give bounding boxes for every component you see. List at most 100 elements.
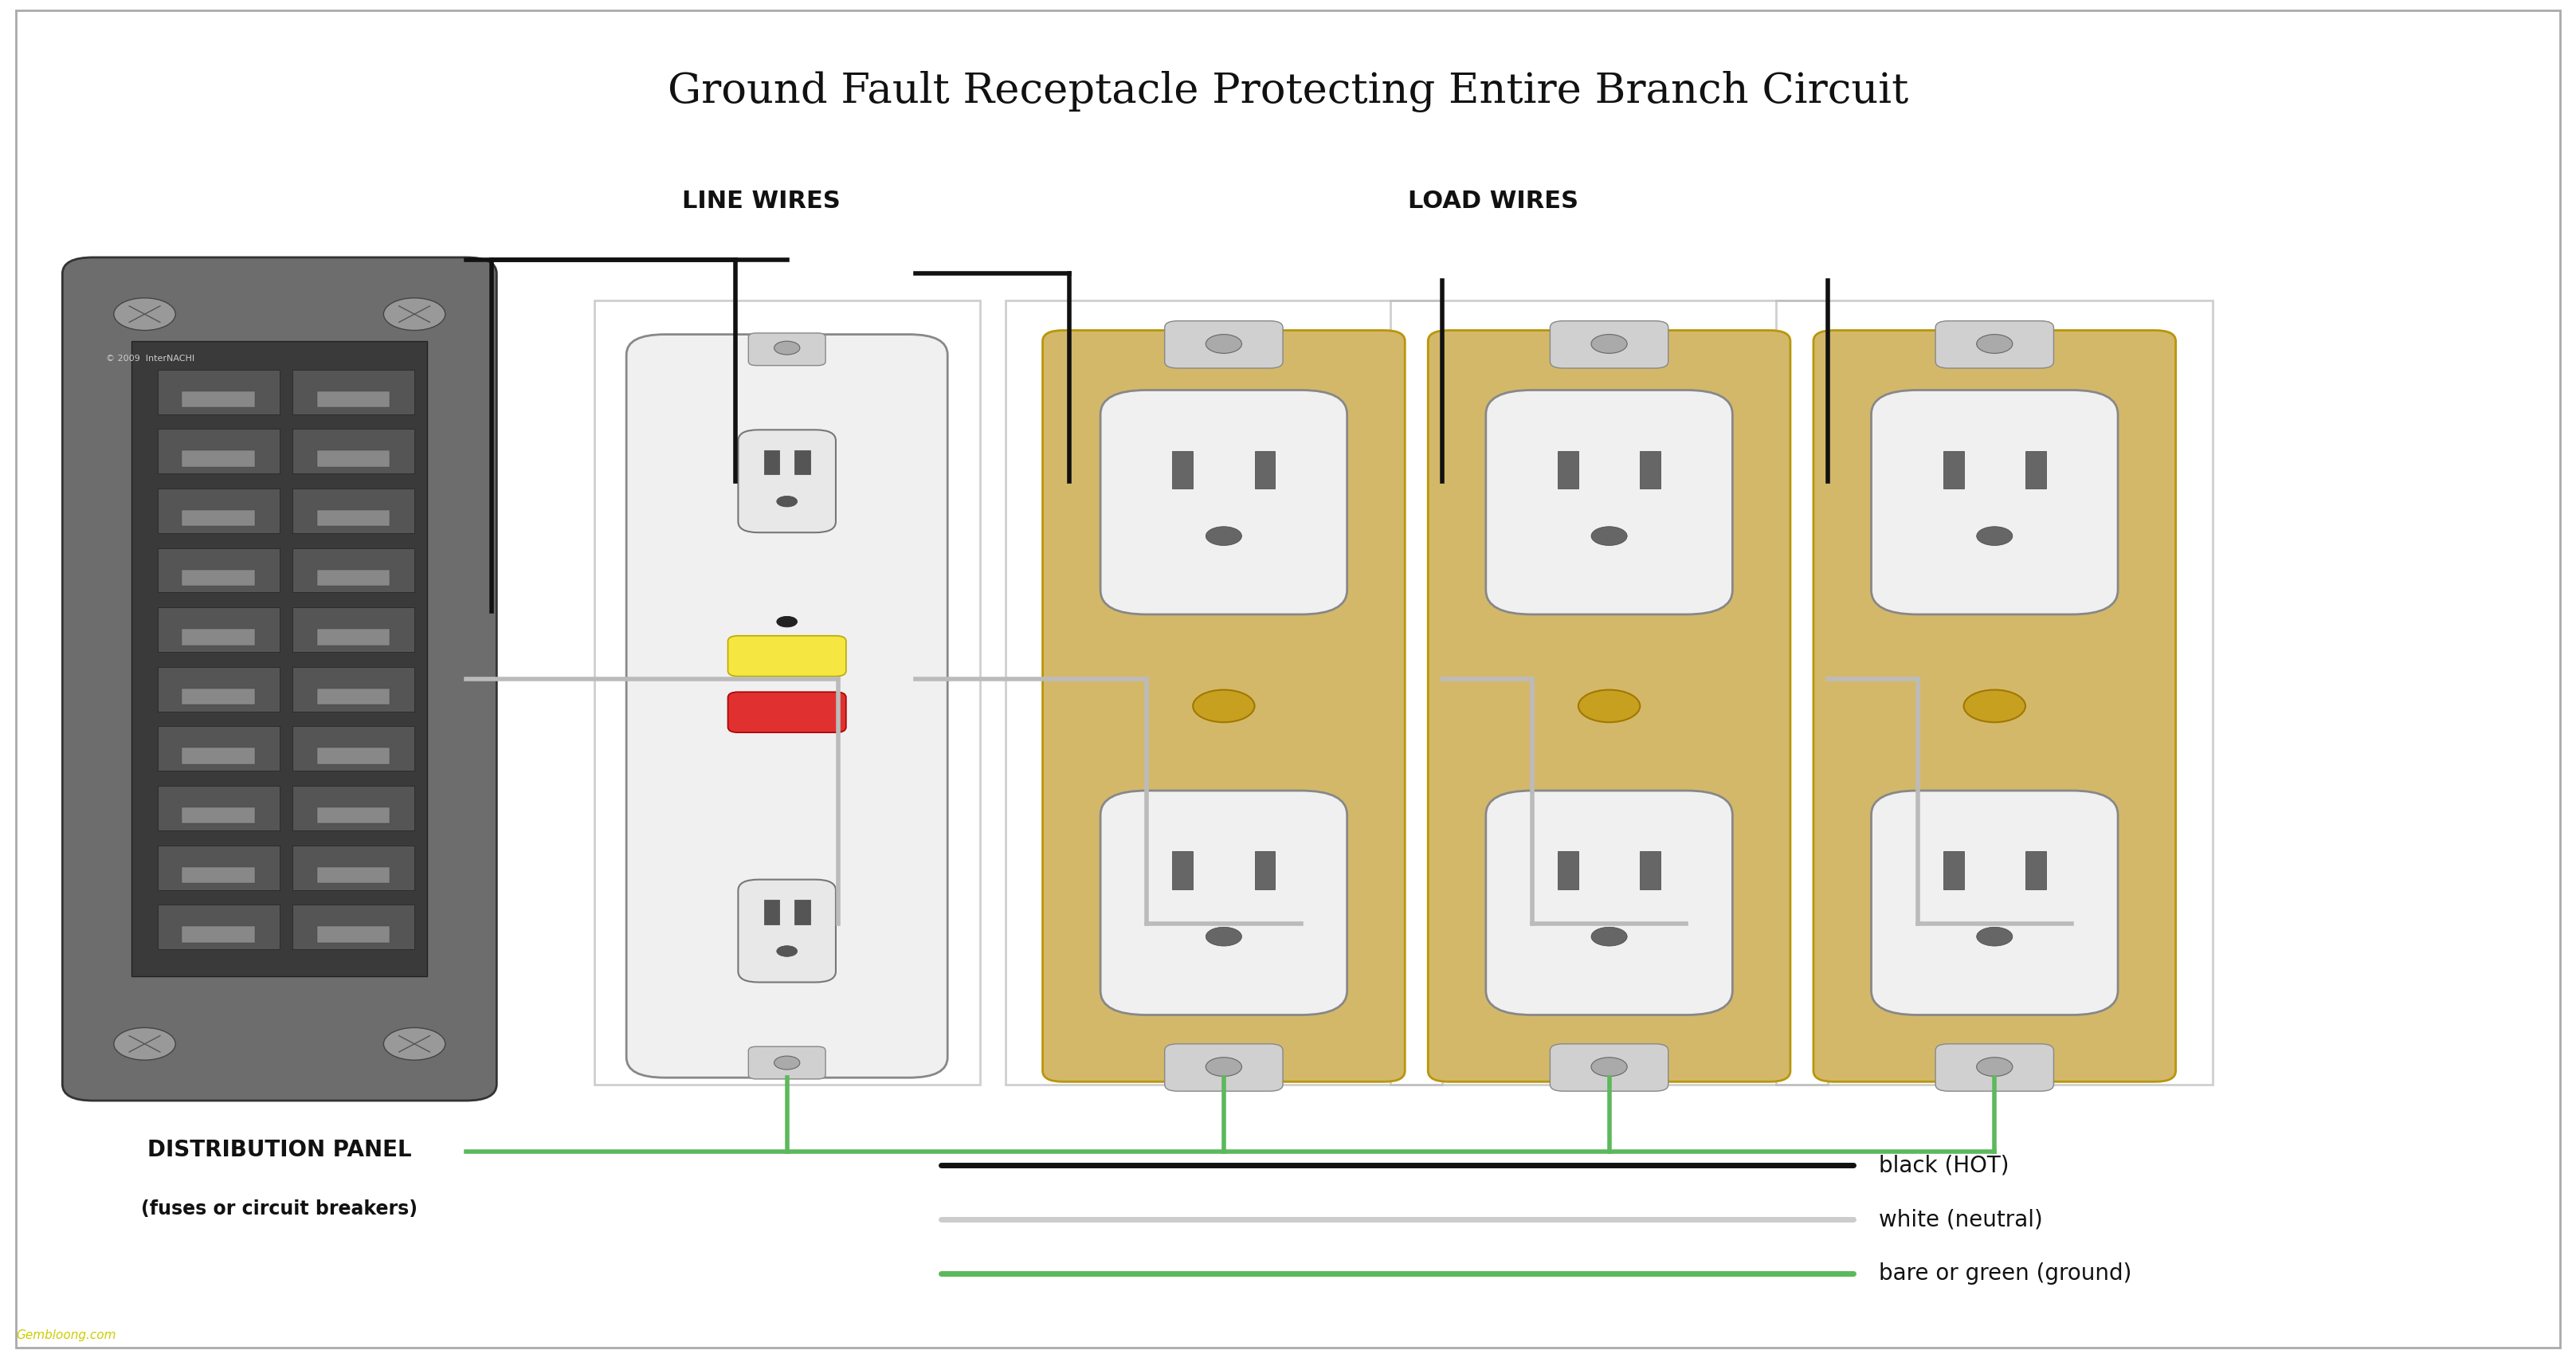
Circle shape (1976, 1058, 2012, 1077)
FancyBboxPatch shape (739, 430, 835, 532)
Bar (291, 547, 415, 592)
Bar (131, 341, 428, 976)
Bar (183, 569, 255, 585)
FancyBboxPatch shape (1935, 320, 2053, 368)
Bar (1255, 851, 1275, 889)
FancyBboxPatch shape (739, 880, 835, 982)
Bar (291, 429, 415, 474)
FancyBboxPatch shape (1935, 1044, 2053, 1092)
Bar (1558, 851, 1579, 889)
FancyBboxPatch shape (1486, 390, 1734, 614)
Bar (317, 451, 389, 467)
Circle shape (775, 341, 799, 354)
Circle shape (1592, 334, 1628, 353)
Bar (157, 786, 281, 830)
Bar (1641, 851, 1662, 889)
Circle shape (1976, 527, 2012, 546)
Circle shape (775, 1057, 799, 1070)
FancyBboxPatch shape (1551, 320, 1669, 368)
Bar (291, 489, 415, 534)
FancyBboxPatch shape (1043, 330, 1404, 1082)
Bar (157, 904, 281, 949)
Circle shape (1206, 527, 1242, 546)
FancyBboxPatch shape (1164, 1044, 1283, 1092)
FancyBboxPatch shape (62, 258, 497, 1100)
Bar (317, 808, 389, 823)
Text: LINE WIRES: LINE WIRES (683, 190, 840, 213)
FancyBboxPatch shape (1814, 330, 2177, 1082)
FancyBboxPatch shape (1100, 390, 1347, 614)
Bar (317, 926, 389, 942)
Circle shape (1592, 1058, 1628, 1077)
FancyBboxPatch shape (626, 334, 948, 1078)
Bar (793, 900, 809, 925)
Text: LOAD WIRES: LOAD WIRES (1409, 190, 1579, 213)
Bar (1942, 851, 1963, 889)
Bar (317, 748, 389, 765)
Circle shape (384, 297, 446, 330)
Bar (183, 629, 255, 645)
Bar (183, 451, 255, 467)
Bar (317, 629, 389, 645)
Bar (317, 569, 389, 585)
FancyBboxPatch shape (729, 693, 845, 732)
FancyBboxPatch shape (1427, 330, 1790, 1082)
Bar (291, 369, 415, 414)
Circle shape (1592, 928, 1628, 947)
Circle shape (1592, 527, 1628, 546)
Bar (1942, 451, 1963, 489)
Bar (183, 926, 255, 942)
Text: DISTRIBUTION PANEL: DISTRIBUTION PANEL (147, 1138, 412, 1161)
Bar (183, 511, 255, 527)
Bar (2025, 451, 2045, 489)
Bar (317, 866, 389, 883)
Bar (291, 904, 415, 949)
Circle shape (384, 1028, 446, 1061)
Text: bare or green (ground): bare or green (ground) (1878, 1263, 2133, 1285)
Bar (1172, 451, 1193, 489)
Bar (157, 429, 281, 474)
Bar (1641, 451, 1662, 489)
Bar (291, 727, 415, 771)
Bar (157, 845, 281, 889)
FancyBboxPatch shape (750, 333, 824, 365)
Bar (157, 667, 281, 712)
Bar (157, 369, 281, 414)
Bar (291, 786, 415, 830)
Bar (1777, 300, 2213, 1085)
Bar (183, 391, 255, 407)
Circle shape (1206, 928, 1242, 947)
Circle shape (1976, 334, 2012, 353)
FancyBboxPatch shape (1870, 390, 2117, 614)
Circle shape (1963, 690, 2025, 722)
FancyBboxPatch shape (1100, 790, 1347, 1014)
Circle shape (778, 945, 796, 956)
FancyBboxPatch shape (1551, 1044, 1669, 1092)
Circle shape (113, 297, 175, 330)
Bar (183, 689, 255, 705)
FancyBboxPatch shape (1486, 790, 1734, 1014)
Bar (317, 391, 389, 407)
Circle shape (1193, 690, 1255, 722)
Text: © 2009  InterNACHI: © 2009 InterNACHI (106, 354, 196, 363)
FancyBboxPatch shape (750, 1047, 824, 1080)
Text: (fuses or circuit breakers): (fuses or circuit breakers) (142, 1199, 417, 1218)
Bar (2025, 851, 2045, 889)
Circle shape (113, 1028, 175, 1061)
Bar (595, 300, 979, 1085)
Bar (183, 808, 255, 823)
Circle shape (778, 496, 796, 507)
Bar (1255, 451, 1275, 489)
Bar (157, 547, 281, 592)
Text: white (neutral): white (neutral) (1878, 1209, 2043, 1230)
Bar (157, 607, 281, 652)
Bar (183, 748, 255, 765)
Text: Ground Fault Receptacle Protecting Entire Branch Circuit: Ground Fault Receptacle Protecting Entir… (667, 71, 1909, 113)
Bar (183, 866, 255, 883)
FancyBboxPatch shape (729, 636, 845, 676)
Bar (317, 689, 389, 705)
Bar (1558, 451, 1579, 489)
Bar (765, 449, 781, 474)
FancyBboxPatch shape (1870, 790, 2117, 1014)
FancyBboxPatch shape (1164, 320, 1283, 368)
